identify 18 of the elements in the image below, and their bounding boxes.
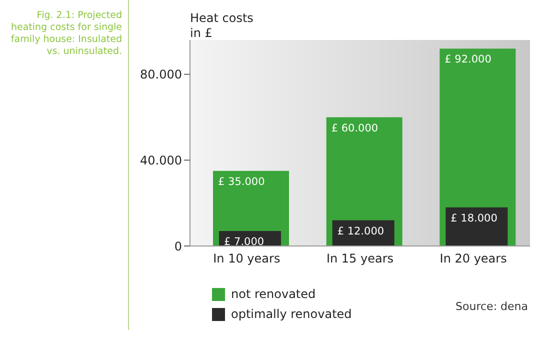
data-label: £ 18.000 bbox=[450, 212, 498, 224]
y-tick-label: 0 bbox=[174, 239, 182, 254]
x-tick-label: In 15 years bbox=[326, 252, 394, 266]
data-label: £ 7.000 bbox=[224, 236, 264, 248]
data-label: £ 92.000 bbox=[444, 54, 492, 66]
text: Fig. 2.1: Projected heating costs for single family house: Insulated vs. uninsulated. bbox=[10, 10, 122, 58]
bar bbox=[446, 207, 508, 246]
source-note: Source: dena bbox=[456, 300, 528, 313]
y-tick-label: 40.000 bbox=[140, 153, 182, 168]
legend-label: not renovated bbox=[231, 287, 316, 301]
y-axis-title: Heat costs in £ bbox=[190, 11, 254, 41]
data-label: £ 35.000 bbox=[218, 176, 265, 188]
legend-label: optimally renovated bbox=[231, 307, 352, 321]
y-tick-label: 80.000 bbox=[140, 68, 182, 82]
x-tick-label: In 20 years bbox=[440, 252, 507, 266]
data-label: £ 60.000 bbox=[331, 122, 378, 134]
data-label: £ 12.000 bbox=[337, 225, 384, 238]
x-tick-label: In 10 years bbox=[213, 252, 280, 266]
